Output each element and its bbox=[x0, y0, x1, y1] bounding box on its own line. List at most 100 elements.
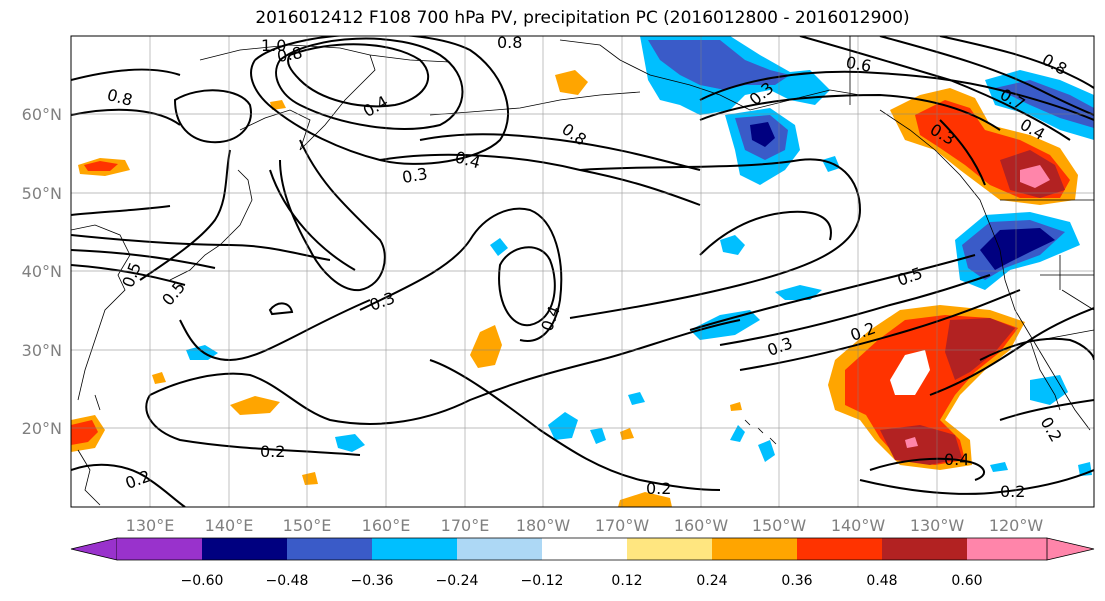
lat-tick-label: 20°N bbox=[22, 419, 62, 438]
contour-label: 0.3 bbox=[765, 333, 795, 360]
pv-contour bbox=[699, 70, 1094, 121]
precip-neg-region bbox=[1030, 375, 1068, 405]
pv-contour bbox=[179, 299, 371, 362]
colorbar-extend-min bbox=[70, 537, 118, 561]
pv-contour bbox=[71, 68, 181, 81]
pv-contour bbox=[71, 205, 171, 216]
colorbar-outline bbox=[117, 537, 1047, 561]
colorbar-segment bbox=[372, 538, 457, 560]
precip-neg-region bbox=[628, 392, 645, 405]
pv-contour bbox=[268, 302, 294, 316]
contour-label: 0.5 bbox=[118, 260, 145, 290]
precip-pos-region bbox=[620, 428, 634, 440]
lat-tick-label: 60°N bbox=[22, 105, 62, 124]
pv-contour bbox=[279, 139, 386, 292]
lon-tick-label: 160°E bbox=[362, 516, 411, 535]
lat-tick-label: 50°N bbox=[22, 184, 62, 203]
pv-contour bbox=[419, 133, 701, 171]
colorbar-extend-max bbox=[1046, 537, 1095, 561]
contour-label: 0.2 bbox=[123, 466, 153, 493]
pv-contour bbox=[569, 158, 862, 319]
lon-tick-label: 170°E bbox=[441, 516, 490, 535]
pv-contour bbox=[719, 274, 991, 346]
coastline-kamchatka bbox=[299, 54, 376, 151]
precip-neg-region bbox=[775, 285, 822, 300]
lat-tick-label: 30°N bbox=[22, 341, 62, 360]
coastline-asia bbox=[71, 224, 131, 401]
colorbar-tick-label: 0.24 bbox=[696, 573, 727, 589]
pv-contour bbox=[429, 359, 721, 491]
pv-contour bbox=[250, 36, 510, 165]
lon-tick-label: 170°W bbox=[595, 516, 650, 535]
lat-tick-label: 40°N bbox=[22, 262, 62, 281]
colorbar-segment bbox=[202, 538, 287, 560]
precip-neg-region bbox=[750, 122, 775, 147]
precip-neg-region bbox=[990, 462, 1008, 472]
contour-label: 0.8 bbox=[105, 85, 135, 110]
lat-tick-labels: 60°N 50°N 40°N 30°N 20°N bbox=[22, 105, 62, 438]
colorbar-tick-label: −0.60 bbox=[181, 573, 224, 589]
lon-tick-label: 150°W bbox=[752, 516, 807, 535]
precip-neg-region bbox=[980, 228, 1055, 270]
contour-label: 0.4 bbox=[453, 147, 483, 172]
lon-tick-label: 120°W bbox=[989, 516, 1044, 535]
colorbar: −0.60 −0.48 −0.36 −0.24 −0.12 0.12 0.24 … bbox=[70, 537, 1095, 589]
colorbar-tick-label: −0.36 bbox=[351, 573, 394, 589]
contour-label: 0.6 bbox=[844, 53, 872, 76]
coastline-siberia bbox=[199, 44, 451, 63]
colorbar-segment bbox=[117, 538, 202, 560]
precip-pos-region bbox=[730, 402, 742, 411]
lon-tick-label: 150°E bbox=[283, 516, 332, 535]
precip-pos-region bbox=[152, 372, 166, 384]
contour-label: 0.5 bbox=[158, 278, 189, 310]
pv-contour bbox=[999, 399, 1094, 421]
pv-contour bbox=[799, 36, 1071, 141]
lon-tick-label: 160°W bbox=[674, 516, 729, 535]
lon-tick-label: 140°E bbox=[205, 516, 254, 535]
pv-contour bbox=[498, 246, 556, 327]
precip-neg-region bbox=[548, 412, 578, 440]
lon-tick-label: 180°W bbox=[516, 516, 571, 535]
colorbar-tick-label: −0.48 bbox=[266, 573, 309, 589]
colorbar-segment bbox=[882, 538, 967, 560]
coastline-taiwan bbox=[94, 394, 101, 411]
colorbar-tick-label: −0.12 bbox=[521, 573, 564, 589]
coastline-japan bbox=[169, 169, 253, 281]
coastline-baja bbox=[1029, 339, 1061, 411]
pv-contour bbox=[71, 249, 216, 269]
contour-label: 0.4 bbox=[537, 303, 564, 333]
precip-shading bbox=[71, 36, 1094, 507]
precip-neg-region bbox=[730, 425, 745, 442]
pv-contour bbox=[275, 37, 464, 130]
contour-label: 0.3 bbox=[367, 288, 397, 315]
pv-contour bbox=[139, 149, 231, 281]
lon-tick-label: 130°E bbox=[126, 516, 175, 535]
pv-contour bbox=[71, 108, 181, 126]
pv-contour bbox=[71, 264, 186, 286]
contour-label: 1.0 bbox=[261, 36, 286, 55]
precip-neg-region bbox=[590, 428, 606, 444]
lon-tick-labels: 130°E 140°E 150°E 160°E 170°E 180°W 170°… bbox=[126, 516, 1044, 535]
precip-pos-region bbox=[618, 492, 672, 507]
colorbar-segment bbox=[797, 538, 882, 560]
precip-pos-region bbox=[880, 425, 962, 465]
plot-frame bbox=[70, 35, 1095, 508]
pv-contour bbox=[287, 43, 430, 108]
coastline-hawaii bbox=[744, 419, 777, 445]
pv-contour bbox=[71, 234, 331, 261]
pv-contour bbox=[879, 36, 1094, 116]
precip-pos-region bbox=[945, 318, 1015, 380]
precip-neg-region bbox=[995, 80, 1094, 128]
pv-contour bbox=[869, 457, 985, 481]
colorbar-segment bbox=[712, 538, 797, 560]
contour-label: 0.3 bbox=[401, 164, 429, 187]
pv-contour bbox=[739, 289, 1021, 371]
pv-contour bbox=[173, 89, 252, 144]
contour-label: 0.8 bbox=[1039, 50, 1071, 79]
coastline-na-west bbox=[879, 109, 1091, 431]
precip-pos-region bbox=[84, 161, 118, 171]
colorbar-tick-label: 0.60 bbox=[951, 573, 982, 589]
pv-contour bbox=[699, 210, 832, 256]
contour-label: 0.2 bbox=[1000, 482, 1025, 501]
